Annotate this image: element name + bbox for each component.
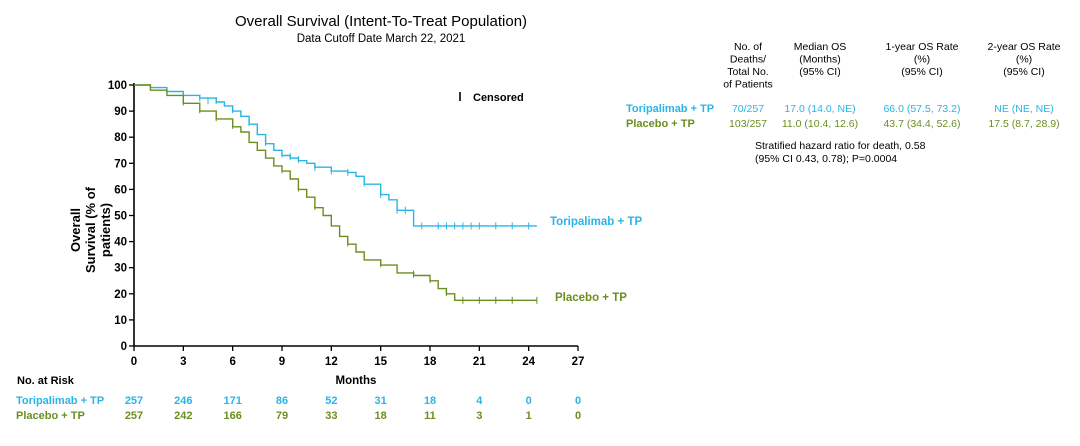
km-curve-placebo: [134, 84, 537, 301]
x-tick-label: 21: [473, 356, 486, 368]
table-cell: 43.7 (34.4, 52.6): [883, 118, 960, 130]
table-cell: NE (NE, NE): [994, 103, 1054, 115]
at-risk-row-label: Toripalimab + TP: [16, 395, 104, 407]
table-header-cell: (%): [914, 54, 930, 66]
at-risk-count: 33: [325, 410, 337, 422]
at-risk-count: 242: [174, 410, 192, 422]
at-risk-count: 11: [424, 410, 436, 422]
y-tick-label: 10: [114, 315, 127, 327]
y-axis-label-line: patients): [98, 203, 113, 257]
table-header-cell: No. of: [734, 41, 762, 53]
y-tick-label: 40: [114, 237, 127, 249]
table-cell: 17.0 (14.0, NE): [784, 103, 855, 115]
km-curve-toripalimab: [134, 84, 537, 227]
at-risk-count: 246: [174, 395, 192, 407]
at-risk-count: 0: [526, 395, 532, 407]
at-risk-count: 166: [223, 410, 241, 422]
x-tick-label: 15: [374, 356, 387, 368]
at-risk-count: 31: [375, 395, 387, 407]
x-tick-label: 18: [424, 356, 437, 368]
table-cell: 66.0 (57.5, 73.2): [883, 103, 960, 115]
table-cell: 11.0 (10.4, 12.6): [782, 118, 858, 130]
table-cell: 70/257: [732, 103, 764, 115]
table-header-cell: (95% CI): [1003, 66, 1044, 78]
y-tick-label: 50: [114, 211, 127, 223]
at-risk-count: 52: [325, 395, 337, 407]
table-header-cell: Median OS: [794, 41, 847, 53]
x-tick-label: 6: [229, 356, 235, 368]
at-risk-count: 257: [125, 395, 143, 407]
chart-title: Overall Survival (Intent-To-Treat Popula…: [235, 13, 527, 30]
at-risk-count: 86: [276, 395, 288, 407]
y-axis-label: OverallSurvival (% ofpatients): [68, 186, 113, 273]
censored-legend-label: Censored: [473, 92, 524, 104]
x-tick-label: 24: [522, 356, 535, 368]
chart-subtitle: Data Cutoff Date March 22, 2021: [297, 33, 466, 45]
y-axis-label-line: Survival (% of: [83, 186, 98, 273]
at-risk-count: 3: [476, 410, 482, 422]
table-cell: 103/257: [729, 118, 767, 130]
curve-label-toripalimab: Toripalimab + TP: [550, 216, 642, 228]
table-header-cell: (95% CI): [799, 66, 840, 78]
table-header-cell: (95% CI): [901, 66, 942, 78]
table-header-cell: 2-year OS Rate: [988, 41, 1061, 53]
table-row-label: Placebo + TP: [626, 118, 695, 130]
hazard-ratio-line2: (95% CI 0.43, 0.78); P=0.0004: [755, 153, 897, 165]
at-risk-count: 1: [526, 410, 532, 422]
x-tick-label: 9: [279, 356, 285, 368]
y-axis-label-line: Overall: [68, 208, 83, 252]
y-tick-label: 70: [114, 158, 127, 170]
at-risk-count: 171: [223, 395, 241, 407]
table-row-label: Toripalimab + TP: [626, 103, 714, 115]
x-tick-label: 27: [572, 356, 585, 368]
x-tick-label: 0: [131, 356, 137, 368]
table-header-cell: (Months): [799, 54, 840, 66]
table-header-cell: (%): [1016, 54, 1032, 66]
y-tick-label: 80: [114, 132, 127, 144]
y-tick-label: 20: [114, 289, 127, 301]
hazard-ratio-line1: Stratified hazard ratio for death, 0.58: [755, 140, 926, 152]
y-tick-label: 30: [114, 263, 127, 275]
y-tick-label: 0: [121, 341, 127, 353]
at-risk-count: 257: [125, 410, 143, 422]
x-tick-label: 12: [325, 356, 338, 368]
table-header-cell: of Patients: [723, 79, 773, 91]
table-header-cell: Deaths/: [730, 54, 766, 66]
table-header-cell: Total No.: [727, 66, 768, 78]
y-tick-label: 100: [108, 80, 127, 92]
y-tick-label: 60: [114, 184, 127, 196]
at-risk-count: 18: [424, 395, 436, 407]
x-axis-label: Months: [336, 375, 377, 387]
at-risk-count: 0: [575, 395, 581, 407]
table-cell: 17.5 (8.7, 28.9): [988, 118, 1059, 130]
x-tick-label: 3: [180, 356, 186, 368]
at-risk-heading: No. at Risk: [17, 375, 75, 387]
at-risk-count: 4: [476, 395, 483, 407]
curve-label-placebo: Placebo + TP: [555, 292, 627, 304]
at-risk-row-label: Placebo + TP: [16, 410, 85, 422]
at-risk-count: 79: [276, 410, 288, 422]
y-tick-label: 90: [114, 106, 127, 118]
at-risk-count: 0: [575, 410, 581, 422]
at-risk-count: 18: [375, 410, 387, 422]
table-header-cell: 1-year OS Rate: [886, 41, 959, 53]
